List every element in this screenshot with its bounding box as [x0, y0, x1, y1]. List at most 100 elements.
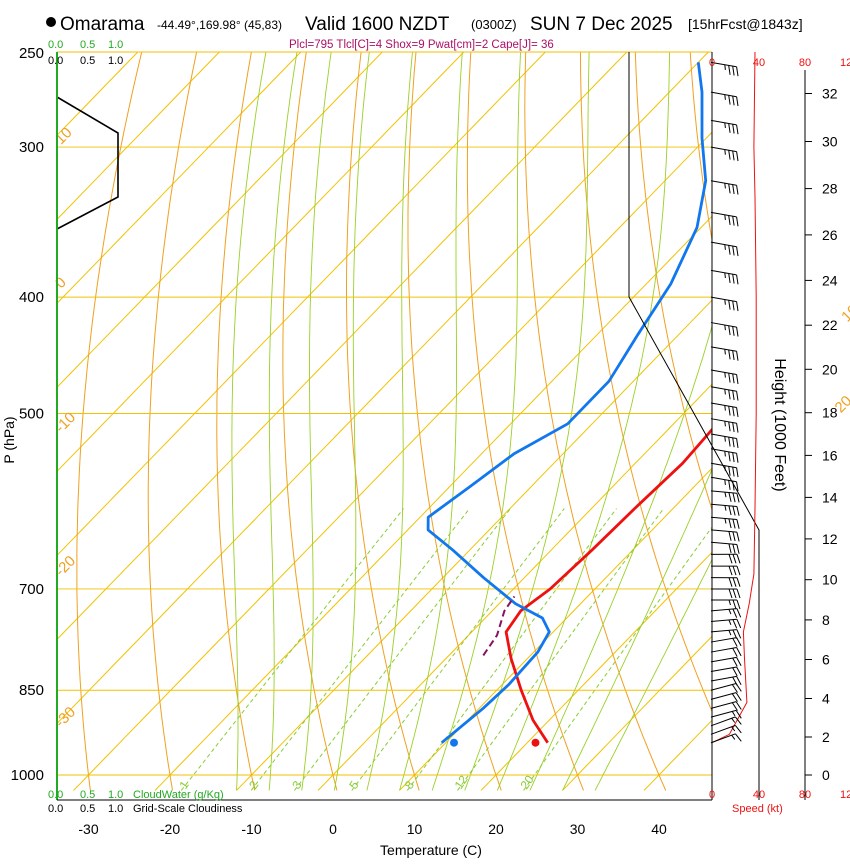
x-tick-label: 20	[488, 821, 504, 837]
wind-barb	[711, 517, 739, 528]
wind-barb	[711, 725, 741, 734]
wind-barb-feather	[737, 667, 742, 675]
wind-barb-feather	[729, 300, 730, 309]
wind-barb-feather	[733, 493, 735, 502]
speed-scale-top-40: 40	[753, 57, 765, 69]
wind-barb-feather	[737, 152, 738, 161]
wind-barb	[711, 147, 738, 161]
height-tick-label: 24	[822, 272, 838, 288]
cloud-scale-bottom-green-2: 1.0	[108, 789, 123, 801]
wind-barb-feather	[733, 216, 734, 225]
wind-barb-feather	[737, 657, 742, 665]
pressure-tick-label: 700	[19, 581, 44, 598]
wind-barb	[711, 297, 738, 311]
wind-barb	[711, 270, 738, 284]
wind-barb-feather	[733, 151, 734, 160]
mixing-ratio-label-5: 5	[346, 778, 361, 792]
cloud-scale-top-green-1: 0.5	[80, 39, 95, 51]
wind-barb	[711, 463, 738, 477]
speed-scale-bottom-120: 120	[840, 789, 850, 801]
moist-adiabat--2	[302, 42, 333, 791]
wind-barb-feather	[736, 693, 741, 701]
wind-barb-half-feather	[725, 273, 726, 278]
wind-barb-feather	[733, 407, 734, 416]
wind-barb-feather	[729, 480, 730, 489]
wind-barb	[711, 619, 741, 628]
wind-barb-feather	[733, 467, 734, 476]
moist-adiabat-34	[595, 42, 850, 791]
wind-barb	[711, 657, 741, 666]
wind-barb-half-feather	[725, 421, 726, 426]
surface-markers	[450, 739, 540, 747]
wind-barb-feather	[733, 589, 736, 598]
wind-barb-feather	[732, 703, 737, 711]
wind-barb	[711, 630, 741, 639]
speed-scale-bottom-40: 40	[753, 789, 765, 801]
wind-barb-feather	[737, 554, 740, 563]
wind-barb-staff	[711, 710, 736, 717]
wind-barb-half-feather	[725, 505, 726, 510]
wind-barb-feather	[733, 326, 734, 335]
isobar-lines	[57, 52, 712, 775]
wind-barb-feather	[737, 532, 739, 541]
wind-barb-feather	[729, 350, 730, 359]
wind-barb-feather	[729, 390, 730, 399]
height-tick-label: 18	[822, 405, 838, 421]
speed-scale-bottom-0: 0	[709, 789, 715, 801]
cloud-scale-bottom-green-1: 0.5	[80, 789, 95, 801]
cloud-scale-bottom-green-0: 0.0	[48, 789, 63, 801]
wind-barb	[711, 566, 740, 575]
moist-adiabat-18	[465, 42, 590, 791]
isotherm-label-0: 10	[52, 124, 76, 148]
height-tick-label: 22	[822, 317, 838, 333]
mixing-ratio-label-2: 2	[246, 778, 261, 792]
wind-barb-feather	[729, 519, 731, 528]
wind-barb-half-feather	[729, 630, 731, 635]
wind-barb-feather	[733, 658, 738, 666]
wind-barb-feather	[737, 507, 739, 516]
wind-barb-feather	[735, 725, 741, 733]
wind-barb	[711, 676, 741, 685]
wind-barb-feather	[737, 67, 738, 76]
isotherm-labels: 100-10-20-300102030	[52, 124, 850, 731]
wind-barb	[711, 403, 738, 417]
wind-barb-feather	[729, 124, 730, 133]
wind-barb	[711, 554, 740, 563]
wind-barb-feather	[729, 589, 732, 598]
wind-barb-feather	[729, 216, 730, 225]
isotherm--60	[0, 52, 545, 790]
forecast-run: [15hrFcst@1843z]	[688, 16, 803, 32]
wind-barb-half-feather	[725, 325, 726, 330]
wind-barb-feather	[733, 481, 734, 490]
wind-barb	[711, 710, 741, 718]
wind-barb-feather	[733, 566, 736, 575]
wind-barb	[711, 648, 741, 657]
wind-barb-staff	[711, 734, 735, 743]
valid-time: Valid 1600 NZDT	[305, 14, 450, 35]
wind-barb-half-feather	[725, 466, 726, 471]
wind-barb-feather	[737, 351, 738, 360]
wind-barb-feather	[729, 245, 730, 254]
wind-barb-half-feather	[725, 436, 726, 441]
pressure-tick-label: 300	[19, 139, 44, 156]
wind-barb-half-feather	[725, 480, 726, 485]
wind-barb-feather	[737, 589, 740, 598]
wind-barb	[711, 387, 738, 401]
wind-barb-feather	[733, 638, 738, 646]
x-tick-label: -20	[160, 821, 180, 837]
wind-barb	[711, 120, 738, 134]
wind-barb-half-feather	[725, 372, 726, 377]
wind-barb-feather	[737, 439, 738, 448]
moist-adiabat--10	[232, 42, 268, 791]
wind-barb-feather	[737, 609, 741, 618]
cloud-scale-top-black-0: 0.0	[48, 55, 63, 67]
wind-barb-feather	[733, 554, 736, 563]
wind-barb	[711, 92, 738, 106]
wind-barb-feather	[729, 544, 731, 553]
station-dot-icon	[46, 17, 56, 27]
wind-barb-half-feather	[725, 95, 726, 100]
wind-barb	[711, 609, 741, 618]
x-tick-label: -30	[78, 821, 98, 837]
isotherm-label-6: 10	[838, 302, 850, 326]
